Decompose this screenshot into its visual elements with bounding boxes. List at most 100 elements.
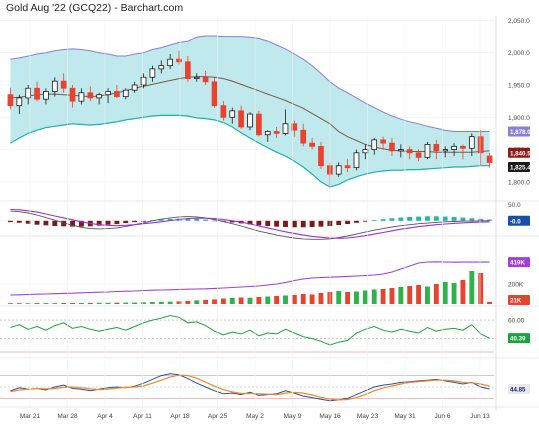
- volume-bar: [487, 301, 493, 304]
- x-tick-label: Mar 21: [20, 413, 41, 420]
- candle-body: [105, 91, 111, 96]
- badge-open-interest: 419K: [510, 260, 525, 267]
- candle-body: [78, 92, 85, 102]
- volume-bar: [105, 302, 111, 304]
- candle-body: [193, 76, 200, 79]
- badge-stoch: 44.85: [510, 386, 526, 393]
- macd-histogram-bar: [203, 219, 209, 221]
- macd-histogram-bar: [487, 219, 493, 221]
- macd-histogram-bar: [336, 220, 342, 226]
- macd-histogram-bar: [389, 218, 395, 221]
- macd-histogram-bar: [416, 216, 422, 221]
- x-tick-label: May 31: [394, 413, 416, 420]
- badge-rsi-bg: [508, 333, 530, 344]
- volume-bar: [229, 298, 235, 304]
- badge-macd: -0.0: [510, 218, 521, 225]
- candle-body: [468, 136, 475, 149]
- candle-body: [371, 139, 378, 150]
- badge-last-price-bg: [508, 147, 530, 158]
- x-tick-label: Apr 11: [133, 413, 152, 420]
- candle-body: [318, 145, 324, 167]
- volume-bar: [425, 286, 430, 304]
- candle-body: [344, 165, 351, 169]
- volume-bar: [318, 293, 324, 304]
- candle-body: [282, 123, 289, 134]
- volume-bar: [442, 282, 448, 304]
- volume-bar: [132, 302, 138, 304]
- macd-histogram-bar: [25, 220, 31, 224]
- macd-histogram-bar: [247, 220, 253, 225]
- volume-bar: [61, 303, 67, 304]
- macd-histogram-bar: [460, 217, 466, 221]
- volume-bar: [247, 297, 253, 304]
- candle-body: [397, 149, 404, 152]
- candle-body: [69, 87, 76, 102]
- volume-bar: [167, 301, 173, 304]
- candle-body: [43, 91, 49, 100]
- volume-bar: [52, 303, 58, 304]
- macd-histogram-bar: [451, 216, 457, 221]
- candle-body: [424, 144, 431, 158]
- macd-histogram-bar: [425, 216, 430, 221]
- macd-histogram-bar: [167, 218, 173, 221]
- volume-bar: [43, 303, 49, 304]
- volume-bar: [194, 300, 200, 304]
- open-interest-line: [10, 261, 490, 296]
- badge-last-price: 1,840.5: [510, 150, 531, 157]
- candle-body: [406, 149, 413, 154]
- volume-bar: [451, 283, 457, 304]
- candle-body: [96, 94, 103, 99]
- candle-body: [25, 87, 32, 99]
- volume-bar: [354, 291, 359, 304]
- macd-histogram-bar: [78, 220, 84, 227]
- volume-bar: [265, 296, 271, 304]
- volume-bar: [25, 303, 31, 304]
- candle-body: [433, 144, 440, 152]
- badge-stoch-bg: [508, 383, 530, 394]
- volume-bar: [345, 292, 351, 304]
- candle-body: [309, 142, 315, 147]
- candle-body: [185, 61, 191, 79]
- volume-bar: [114, 302, 120, 304]
- x-tick-label: May 9: [284, 413, 302, 420]
- stoch-k-line: [10, 373, 490, 402]
- badge-upper-band-bg: [508, 126, 530, 137]
- macd-histogram-bar: [469, 218, 475, 221]
- candle-body: [51, 80, 58, 92]
- volume-bar: [158, 301, 164, 304]
- x-tick-label: Mar 28: [57, 413, 78, 420]
- volume-bar: [78, 303, 84, 304]
- candle-body: [389, 142, 395, 152]
- candle-body: [362, 149, 369, 154]
- volume-bar: [309, 294, 315, 304]
- macd-histogram-bar: [371, 220, 377, 221]
- badge-lower-band: 1,825.4: [510, 165, 531, 172]
- volume-bar: [220, 298, 226, 304]
- stoch-d-line: [10, 374, 490, 401]
- x-tick-label: Apr 18: [170, 413, 190, 420]
- volume-bar: [149, 302, 155, 304]
- macd-histogram-bar: [96, 220, 102, 226]
- volume-bar: [433, 284, 439, 304]
- candle-body: [264, 131, 271, 136]
- candle-body: [273, 131, 280, 134]
- macd-histogram-bar: [194, 218, 200, 221]
- candle-body: [131, 84, 138, 91]
- volume-bar: [380, 289, 386, 304]
- macd-histogram-bar: [291, 220, 297, 228]
- volume-bar: [478, 273, 484, 304]
- badge-volume: 21K: [510, 298, 522, 305]
- volume-bar: [336, 291, 342, 304]
- badge-open-interest-bg: [508, 257, 530, 268]
- macd-histogram-bar: [123, 220, 129, 224]
- candle-body: [16, 97, 23, 107]
- volume-bar: [469, 271, 475, 304]
- volume-bar: [96, 302, 102, 304]
- macd-tick-label: 50.0: [508, 202, 521, 209]
- macd-histogram-bar: [354, 220, 359, 223]
- volume-bar: [16, 303, 22, 304]
- macd-histogram-bar: [70, 220, 75, 227]
- volume-bar: [371, 289, 377, 304]
- volume-bar: [238, 297, 244, 304]
- candle-body: [380, 139, 386, 144]
